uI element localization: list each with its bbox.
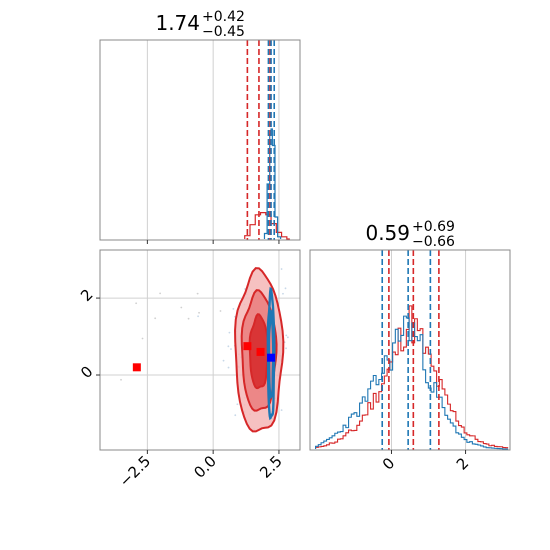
scatter-outlier-point [180,306,183,309]
scatter-sample-point [285,334,288,337]
scatter-sample-point [232,307,235,310]
scatter-outlier-point [198,311,200,314]
scatter-outlier-point [187,317,190,320]
scatter-outlier-point [141,337,144,340]
scatter-sample-point [254,478,256,480]
panel-bottom-left-ytick-label: 0 [77,362,96,381]
panel-top-left-grid [146,40,280,240]
scatter-sample-point [284,287,287,290]
panel-top-left-frame [99,39,301,241]
scatter-outlier-point [159,292,162,295]
scatter-sample-point [227,345,230,348]
panel-top-left-title-plus: +0.42 [202,9,245,25]
scatter-sample-point [285,347,287,350]
panel-bottom-right-grid [390,250,467,450]
scatter-outlier-point [219,310,222,312]
panel-bottom-right-title-plus: +0.69 [412,219,455,235]
panel-top-left-title-minus: −0.45 [202,24,245,40]
scatter-sample-point [222,359,225,362]
panel-bottom-left-xtick-label: −2.5 [116,452,154,490]
scatter-sample-point [230,348,232,350]
scatter-outlier-point [135,302,138,305]
red-square-marker [243,342,252,351]
scatter-sample-point [227,366,230,369]
scatter-sample-point [280,268,283,270]
panel-top-left-histogram-blue [263,128,282,239]
panel-top-left-series [244,128,290,240]
panel-bottom-right-title-minus: −0.66 [412,234,455,250]
panel-bottom-right-quantile-lines [381,250,440,450]
red-square-marker [256,347,265,356]
panel-top-left-histogram-red [244,212,290,240]
panel-bottom-left-markers [132,342,276,372]
panel-bottom-left-ytick-label: 2 [77,286,96,305]
panel-bottom-right-xtick-label: 0 [379,454,398,473]
panel-top-left: 1.74 +0.42 −0.45 [99,9,301,244]
scatter-sample-point [280,409,283,412]
scatter-sample-point [286,336,289,339]
scatter-outlier-point [196,292,199,295]
scatter-sample-point [236,403,239,406]
panel-top-left-quantile-lines [246,40,276,240]
panel-bottom-left-xtick-label: 0.0 [190,452,220,482]
panel-bottom-left: −2.5 0.0 2.5 0 2 [77,249,308,491]
scatter-sample-point [234,414,237,417]
scatter-sample-point [228,331,231,334]
panel-bottom-right-background [310,250,510,450]
scatter-sample-point [282,292,284,295]
panel-bottom-right-histogram-blue [315,315,509,450]
panel-top-left-title-value: 1.74 [155,11,200,35]
red-square-marker [132,363,141,372]
blue-square-marker [267,353,276,362]
panel-bottom-left-frame [99,249,301,451]
scatter-outlier-point [120,378,122,381]
panel-bottom-left-xtick-label: 2.5 [256,452,286,482]
scatter-outlier-point [154,317,157,320]
panel-bottom-right-title-value: 0.59 [365,221,410,245]
panel-top-left-ticks [146,240,280,244]
panel-bottom-right-histogram-red [315,305,509,449]
panel-bottom-right-xtick-label: 2 [453,454,472,473]
panel-bottom-right-series [315,305,509,450]
panel-bottom-right-frame [309,249,511,451]
scatter-sample-point [306,351,308,353]
scatter-sample-point [197,315,200,318]
